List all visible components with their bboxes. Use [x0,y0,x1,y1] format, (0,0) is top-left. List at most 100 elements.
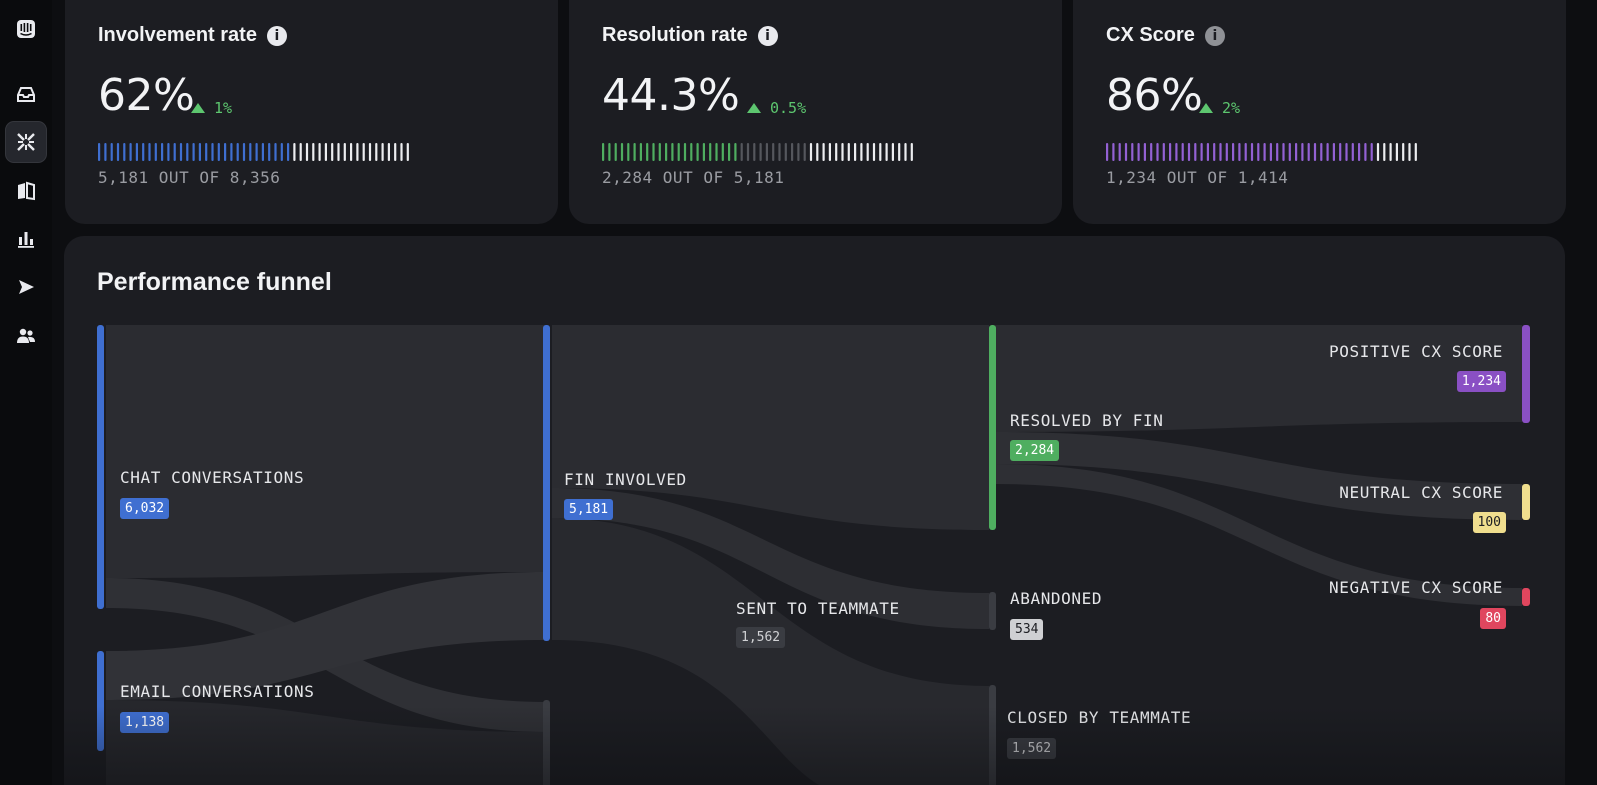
progress-tick-filled [1213,143,1216,161]
progress-tick-filled [709,143,712,161]
node-label-email: EMAIL CONVERSATIONS [120,682,315,701]
progress-tick-filled [116,143,120,161]
node-value-negative: 80 [1480,608,1506,629]
progress-tick-empty [394,143,397,161]
metric-delta-value: 2% [1222,99,1241,117]
progress-tick-empty [406,143,409,161]
node-value-positive: 1,234 [1456,371,1506,392]
flow-chat-to-fin [106,325,546,578]
progress-tick-empty [400,143,403,161]
progress-tick-filled [148,143,151,161]
progress-tick-empty [898,143,901,161]
progress-tick-empty [791,143,794,161]
progress-tick-empty [835,143,838,161]
outbound-send-icon [19,280,34,294]
progress-tick-filled [224,143,227,161]
progress-tick-filled [734,143,737,161]
progress-tick-empty [350,143,353,161]
progress-tick-empty [305,143,309,161]
progress-tick-filled [1200,143,1203,161]
trend-up-icon [1199,103,1213,113]
node-value-resolved: 2,284 [1010,440,1060,461]
progress-tick-filled [261,143,264,161]
progress-tick-filled [1219,143,1222,161]
sidebar-item-reports[interactable] [5,218,47,260]
progress-tick-filled [1320,143,1323,161]
progress-ticks [602,143,913,161]
progress-tick-filled [161,143,164,161]
inbox-icon [17,87,35,102]
performance-funnel-panel: Performance funnel CHAT CONVERSATIONS 6,… [64,236,1565,785]
progress-tick-filled [1288,143,1291,161]
progress-tick-empty [860,143,863,161]
progress-tick-empty [324,143,327,161]
progress-tick-filled [198,143,201,161]
metric-title: CX Score [1106,24,1195,46]
progress-tick-filled [280,143,283,161]
progress-tick-empty [891,143,894,161]
progress-tick-filled [110,143,113,161]
sidebar-item-outbound[interactable] [5,266,47,308]
progress-tick-filled [98,143,101,161]
progress-tick-empty [885,143,888,161]
progress-tick-filled [104,143,107,161]
progress-tick-filled [287,143,290,161]
progress-tick-filled [696,143,699,161]
progress-tick-filled [608,143,611,161]
reports-chart-icon [18,232,34,248]
info-icon[interactable]: i [266,25,287,46]
progress-tick-empty [910,143,913,161]
progress-tick-filled [639,143,642,161]
progress-tick-filled [192,143,195,161]
node-bar-abandoned [989,592,996,630]
metric-card-involvement: Involvement rate i 62% 1% 5,181 OUT OF 8… [65,0,558,224]
contacts-people-icon [17,328,35,343]
info-icon[interactable]: i [757,25,778,46]
progress-tick-filled [1269,143,1272,161]
progress-tick-empty [746,143,750,161]
node-bar-closed [989,685,996,785]
progress-tick-empty [772,143,775,161]
metric-count: 5,181 OUT OF 8,356 [98,168,281,187]
progress-tick-empty [879,143,882,161]
progress-tick-filled [1206,143,1209,161]
progress-tick-filled [1326,143,1329,161]
flow-fin-to-resolved [552,325,989,530]
sidebar-item-fin[interactable] [5,121,47,163]
progress-tick-filled [186,143,189,161]
node-bar-email [97,651,104,751]
node-bar-other [543,700,550,785]
progress-tick-empty [381,143,384,161]
progress-tick-filled [1162,143,1165,161]
node-label-teammate: SENT TO TEAMMATE [736,599,900,618]
node-value-closed: 1,562 [1007,738,1057,759]
metric-card-cx-score: CX Score i 86% 2% 1,234 OUT OF 1,414 [1073,0,1566,224]
flow-resolved-to-positive [995,325,1522,432]
sidebar-item-contacts[interactable] [5,315,47,357]
progress-tick-empty [1408,143,1411,161]
progress-tick-filled [658,143,661,161]
progress-tick-filled [1257,143,1260,161]
progress-tick-empty [362,143,365,161]
metric-title: Involvement rate [98,24,257,46]
progress-tick-filled [129,143,132,161]
progress-tick-empty [318,143,321,161]
progress-tick-filled [1118,143,1121,161]
flow-resolved-to-neutral [995,432,1522,520]
info-icon[interactable]: i [1204,25,1225,46]
progress-tick-empty [740,143,743,161]
progress-tick-filled [167,143,170,161]
progress-tick-empty [312,143,315,161]
progress-ticks [1106,143,1417,161]
progress-tick-filled [1112,143,1115,161]
progress-tick-filled [1156,143,1159,161]
app-logo[interactable] [5,8,47,50]
progress-tick-empty [809,143,813,161]
progress-tick-filled [1250,143,1254,161]
progress-tick-filled [1187,143,1191,161]
node-value-fin: 5,181 [564,499,614,520]
sidebar-item-knowledge[interactable] [5,170,47,212]
sidebar-item-inbox[interactable] [5,74,47,116]
progress-tick-empty [828,143,831,161]
node-label-neutral: NEUTRAL CX SCORE [1339,483,1503,502]
